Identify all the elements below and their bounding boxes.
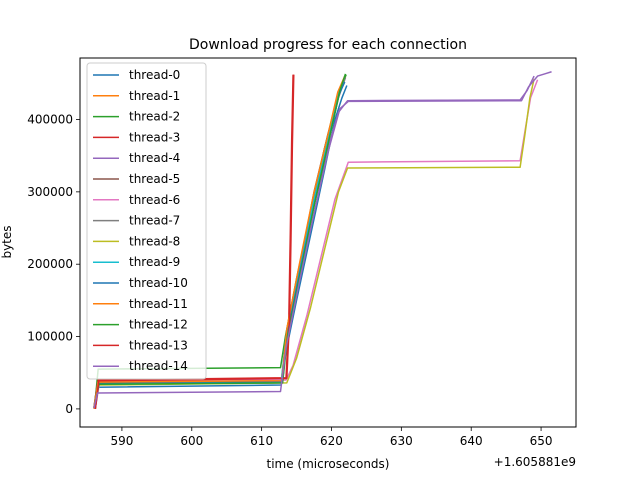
series-line-thread-11 — [93, 75, 346, 410]
chart-title: Download progress for each connection — [189, 37, 467, 53]
y-tick-label: 200000 — [27, 257, 73, 271]
legend-box — [86, 62, 207, 380]
legend-entry-thread-13: thread-13 — [129, 338, 188, 352]
plot-frame — [79, 57, 577, 428]
legend-entry-thread-5: thread-5 — [129, 172, 180, 186]
y-axis-ticks: 0 100000 200000 300000 400000 — [27, 113, 80, 416]
x-tick-label: 650 — [530, 434, 553, 448]
legend-entry-thread-14: thread-14 — [129, 359, 188, 373]
series-line-thread-13 — [94, 74, 295, 410]
x-tick-label: 630 — [390, 434, 413, 448]
x-tick-label: 640 — [460, 434, 483, 448]
legend-entry-thread-10: thread-10 — [129, 276, 188, 290]
x-tick-label: 590 — [110, 434, 133, 448]
legend-entry-thread-1: thread-1 — [129, 89, 180, 103]
legend-entry-thread-12: thread-12 — [129, 318, 188, 332]
y-tick-label: 300000 — [27, 185, 73, 199]
legend-entry-thread-6: thread-6 — [129, 193, 180, 207]
legend: thread-0 thread-1 thread-2 thread-3 thread-4… — [86, 62, 207, 380]
x-tick-label: 620 — [320, 434, 343, 448]
legend-entry-thread-7: thread-7 — [129, 214, 180, 228]
legend-entry-thread-4: thread-4 — [129, 151, 180, 165]
legend-entry-thread-9: thread-9 — [129, 255, 180, 269]
legend-entry-thread-0: thread-0 — [129, 68, 180, 82]
series-line-thread-12 — [93, 73, 347, 409]
x-tick-label: 610 — [250, 434, 273, 448]
legend-entry-thread-8: thread-8 — [129, 234, 180, 248]
y-tick-label: 400000 — [27, 113, 73, 127]
x-tick-label: 600 — [180, 434, 203, 448]
x-axis-label: time (microseconds) — [267, 457, 390, 471]
y-tick-label: 100000 — [27, 330, 73, 344]
series-line-thread-0 — [93, 85, 348, 408]
legend-entry-thread-11: thread-11 — [129, 297, 188, 311]
x-axis-offset-label: +1.605881e9 — [494, 455, 576, 469]
x-axis-ticks: 590 600 610 620 630 640 650 — [110, 427, 553, 448]
legend-entry-thread-2: thread-2 — [129, 110, 180, 124]
y-axis-label: bytes — [0, 225, 14, 258]
series-line-thread-14 — [93, 71, 552, 409]
legend-entry-thread-3: thread-3 — [129, 130, 180, 144]
y-tick-label: 0 — [65, 402, 73, 416]
